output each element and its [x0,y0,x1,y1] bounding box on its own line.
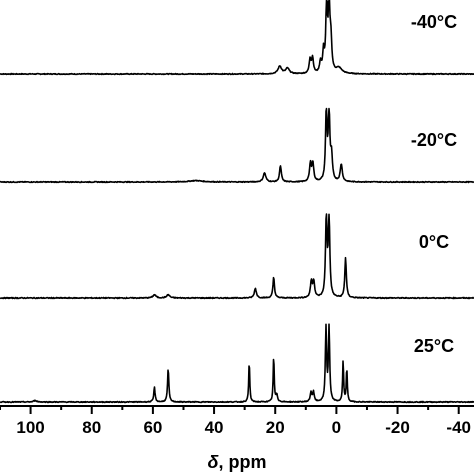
temperature-label: -20°C [411,130,457,150]
temperature-labels: -40°C -20°C 0°C 25°C [411,12,457,356]
x-tick-label: 60 [143,418,162,437]
x-axis-ticks: 100 80 60 40 20 0 -20 -40 [0,406,471,437]
temperature-label: -40°C [411,12,457,32]
x-axis-title-symbol: δ [208,452,220,472]
spectrum-traces [0,0,474,404]
x-tick-label: 20 [266,418,285,437]
x-tick-label: -20 [385,418,410,437]
spectrum-trace [0,0,474,76]
spectrum-trace [0,323,474,404]
spectrum-trace [0,213,474,300]
x-tick-label: -40 [446,418,471,437]
temperature-label: 25°C [414,336,454,356]
x-axis-title: δ, ppm [208,452,267,472]
x-tick-label: 80 [82,418,101,437]
x-tick-label: 40 [205,418,224,437]
temperature-label: 0°C [419,232,449,252]
x-tick-label: 100 [16,418,44,437]
spectrum-trace [0,107,474,184]
x-tick-label: 0 [332,418,341,437]
x-axis-title-unit: , ppm [219,452,267,472]
